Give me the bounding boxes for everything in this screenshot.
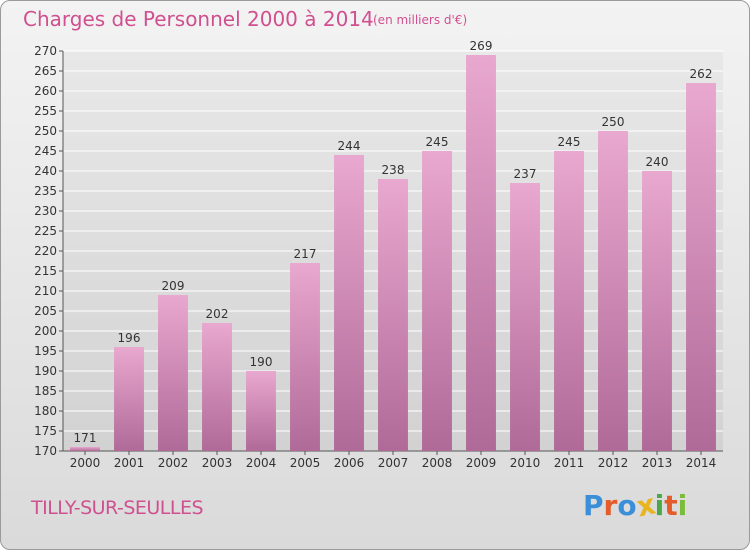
- chart-subtitle: (en milliers d'€): [373, 13, 468, 27]
- chart-title: Charges de Personnel 2000 à 2014: [23, 7, 374, 31]
- y-tick-label: 210: [34, 284, 57, 298]
- value-label: 202: [206, 307, 229, 321]
- logo-letter: o: [617, 489, 637, 522]
- value-label: 245: [558, 135, 581, 149]
- value-label: 237: [514, 167, 537, 181]
- bar: [554, 151, 584, 451]
- y-tick-label: 260: [34, 84, 57, 98]
- bar: [158, 295, 188, 451]
- value-label: 209: [162, 279, 185, 293]
- y-tick-label: 225: [34, 224, 57, 238]
- y-tick-label: 235: [34, 184, 57, 198]
- logo-letter: i: [677, 489, 688, 522]
- y-tick-label: 195: [34, 344, 57, 358]
- logo-letter: r: [603, 489, 618, 522]
- y-tick-label: 245: [34, 144, 57, 158]
- x-tick-label: 2002: [158, 456, 189, 470]
- x-tick-label: 2014: [686, 456, 717, 470]
- bar: [334, 155, 364, 451]
- x-tick-label: 2008: [422, 456, 453, 470]
- y-tick-label: 270: [34, 44, 57, 58]
- x-tick-label: 2005: [290, 456, 321, 470]
- x-tick-label: 2006: [334, 456, 365, 470]
- x-tick-label: 2007: [378, 456, 409, 470]
- value-label: 240: [646, 155, 669, 169]
- x-tick-label: 2000: [70, 456, 101, 470]
- x-tick-label: 2003: [202, 456, 233, 470]
- y-tick-label: 185: [34, 384, 57, 398]
- y-tick-label: 175: [34, 424, 57, 438]
- bar: [114, 347, 144, 451]
- bar: [642, 171, 672, 451]
- x-tick-label: 2010: [510, 456, 541, 470]
- value-label: 196: [118, 331, 141, 345]
- bar: [290, 263, 320, 451]
- proxiti-logo: Proxiti: [583, 487, 688, 523]
- bar: [422, 151, 452, 451]
- y-tick-label: 205: [34, 304, 57, 318]
- x-tick-label: 2009: [466, 456, 497, 470]
- y-tick-label: 265: [34, 64, 57, 78]
- x-tick-label: 2013: [642, 456, 673, 470]
- bar: [246, 371, 276, 451]
- x-tick-label: 2001: [114, 456, 145, 470]
- y-tick-label: 240: [34, 164, 57, 178]
- value-label: 269: [470, 39, 493, 53]
- value-label: 190: [250, 355, 273, 369]
- value-label: 238: [382, 163, 405, 177]
- logo-letter: i: [654, 489, 665, 522]
- bar: [686, 83, 716, 451]
- x-tick-label: 2012: [598, 456, 629, 470]
- bar: [466, 55, 496, 451]
- y-tick-label: 220: [34, 244, 57, 258]
- bar: [70, 447, 100, 451]
- y-tick-label: 170: [34, 444, 57, 458]
- y-tick-label: 255: [34, 104, 57, 118]
- bar: [598, 131, 628, 451]
- bar: [510, 183, 540, 451]
- logo-letter: t: [664, 489, 678, 522]
- logo-letter: P: [583, 489, 604, 522]
- x-tick-label: 2011: [554, 456, 585, 470]
- value-label: 262: [690, 67, 713, 81]
- value-label: 217: [294, 247, 317, 261]
- value-label: 244: [338, 139, 361, 153]
- value-label: 245: [426, 135, 449, 149]
- town-name: TILLY-SUR-SEULLES: [31, 497, 204, 519]
- value-label: 250: [602, 115, 625, 129]
- y-tick-label: 230: [34, 204, 57, 218]
- y-tick-label: 190: [34, 364, 57, 378]
- value-label: 171: [74, 431, 97, 445]
- x-tick-label: 2004: [246, 456, 277, 470]
- bar: [202, 323, 232, 451]
- bar: [378, 179, 408, 451]
- y-tick-label: 200: [34, 324, 57, 338]
- y-tick-label: 215: [34, 264, 57, 278]
- y-tick-label: 180: [34, 404, 57, 418]
- y-tick-label: 250: [34, 124, 57, 138]
